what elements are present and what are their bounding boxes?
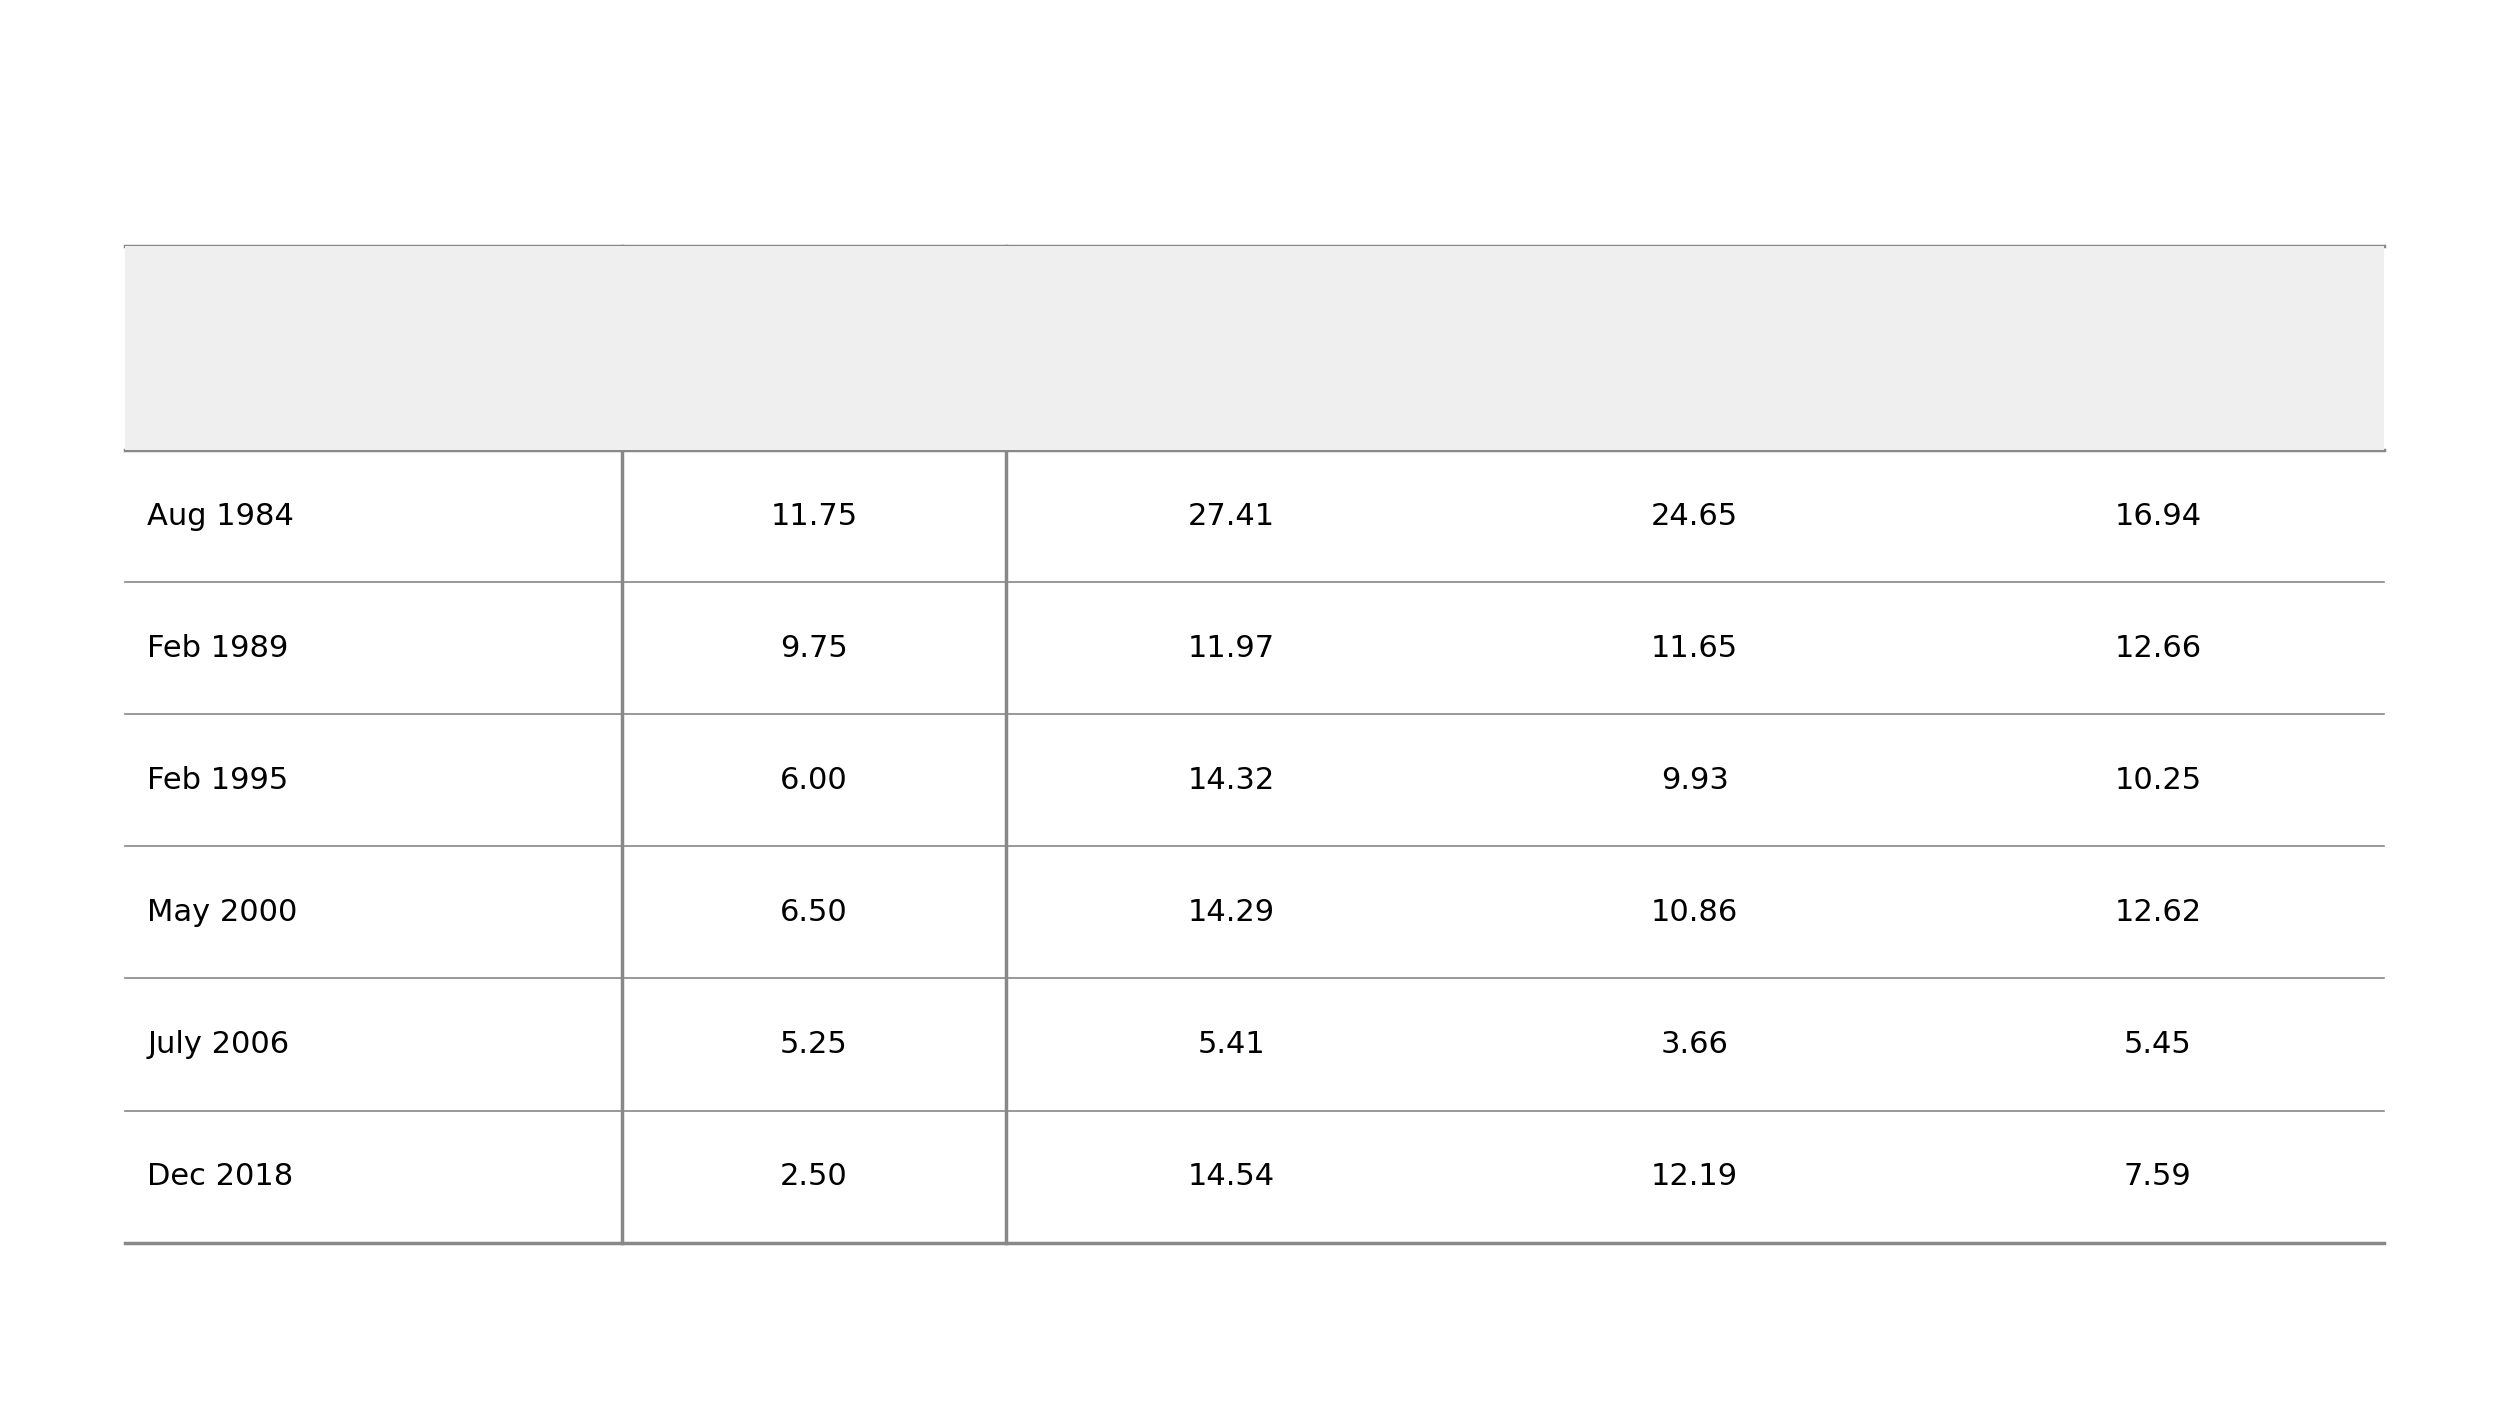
Text: 12.66: 12.66 (2114, 633, 2201, 663)
Text: 11.75: 11.75 (771, 501, 856, 531)
Text: 10.25: 10.25 (2114, 767, 2201, 795)
Text: 9.75: 9.75 (779, 633, 849, 663)
Text: End of Fed
Hiking Cycle: End of Fed Hiking Cycle (147, 316, 359, 380)
Text: 14.32: 14.32 (1188, 767, 1275, 795)
Text: 2 years after
(annualized): 2 years after (annualized) (1585, 316, 1805, 380)
Text: 3.66: 3.66 (1660, 1031, 1730, 1059)
Text: 5.25: 5.25 (779, 1031, 849, 1059)
Text: 14.54: 14.54 (1188, 1163, 1275, 1191)
Text: 11.97: 11.97 (1188, 633, 1275, 663)
Text: Federal Funds
Rate: Federal Funds Rate (694, 316, 934, 380)
Text: 9.93: 9.93 (1660, 767, 1730, 795)
Text: 12.19: 12.19 (1652, 1163, 1737, 1191)
Text: May 2000: May 2000 (147, 899, 297, 927)
Text: 14.29: 14.29 (1188, 899, 1275, 927)
Text: 6.00: 6.00 (779, 767, 849, 795)
Text: 6.50: 6.50 (779, 899, 849, 927)
Text: 27.41: 27.41 (1188, 501, 1275, 531)
Text: 24.65: 24.65 (1652, 501, 1737, 531)
Text: 3 years after
(annualized): 3 years after (annualized) (2047, 316, 2269, 380)
Text: 1 year after: 1 year after (1131, 334, 1333, 362)
Text: 5.45: 5.45 (2124, 1031, 2191, 1059)
Text: 7.59: 7.59 (2124, 1163, 2191, 1191)
Text: 5.41: 5.41 (1198, 1031, 1265, 1059)
Text: July 2006: July 2006 (147, 1031, 290, 1059)
Text: Aug 1984: Aug 1984 (147, 501, 295, 531)
Text: 2.50: 2.50 (779, 1163, 849, 1191)
Text: Feb 1995: Feb 1995 (147, 767, 290, 795)
Text: 16.94: 16.94 (2114, 501, 2201, 531)
Text: Dec 2018: Dec 2018 (147, 1163, 295, 1191)
Text: 12.62: 12.62 (2114, 899, 2201, 927)
Text: 11.65: 11.65 (1652, 633, 1737, 663)
Text: 10.86: 10.86 (1650, 899, 1737, 927)
Text: Feb 1989: Feb 1989 (147, 633, 290, 663)
